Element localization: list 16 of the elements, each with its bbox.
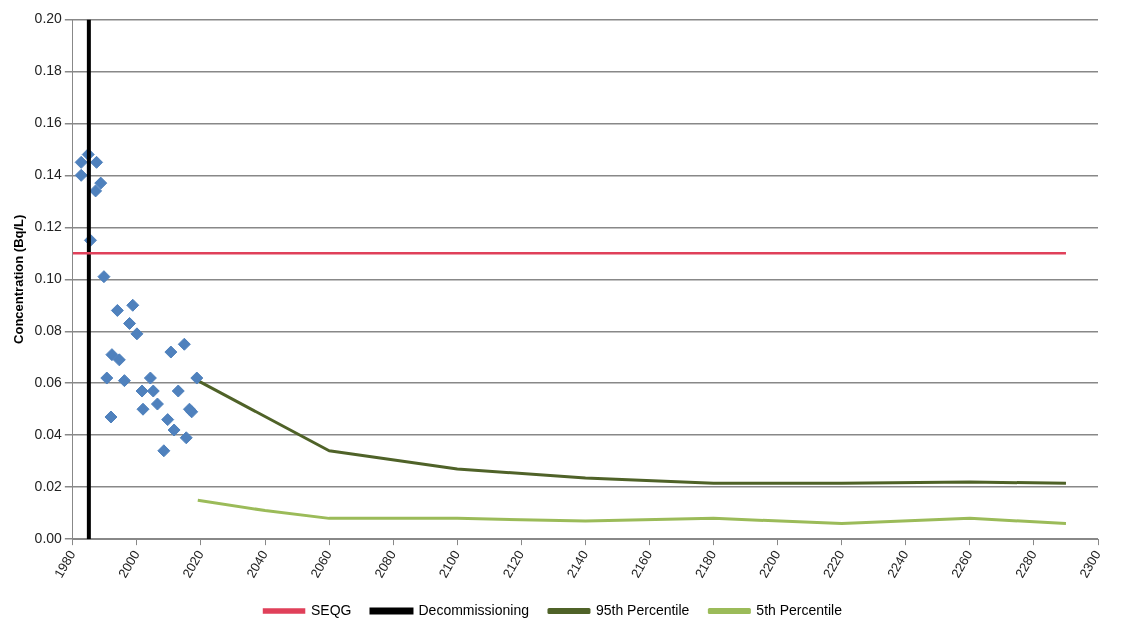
y-tick-label: 0.18 [34,62,63,79]
legend-label: 5th Percentile [756,601,843,618]
legend-label: 95th Percentile [595,601,690,618]
y-tick-label: 0.16 [34,114,63,131]
y-tick-label: 0.02 [34,478,63,495]
legend-label: Decommissioning [418,601,529,618]
y-tick-label: 0.00 [34,530,63,547]
y-tick-label: 0.04 [34,426,63,443]
y-tick-label: 0.20 [34,10,63,27]
y-tick-label: 0.10 [34,270,63,287]
y-axis-title: Concentration (Bq/L) [11,214,27,344]
legend-label: SEQG [311,601,352,618]
y-tick-label: 0.12 [34,218,63,235]
y-tick-label: 0.06 [34,374,63,391]
y-tick-label: 0.14 [34,166,63,183]
y-tick-label: 0.08 [34,322,63,339]
